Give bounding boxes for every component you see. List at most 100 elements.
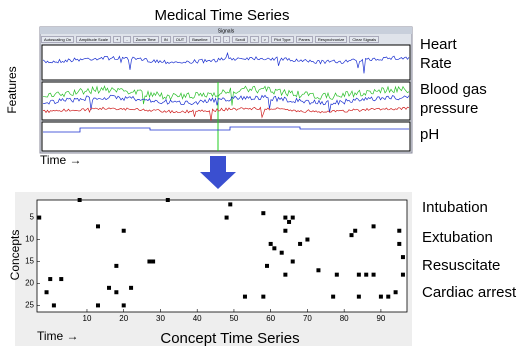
concept-marker — [386, 295, 390, 299]
toolbar-button[interactable]: - — [223, 36, 230, 43]
toolbar-button[interactable]: Scroll — [232, 36, 248, 43]
concept-marker — [265, 264, 269, 268]
toolbar-button[interactable]: > — [261, 36, 269, 43]
down-arrow — [200, 156, 236, 189]
toolbar-button[interactable]: Plot Type — [271, 36, 294, 43]
concept-marker — [364, 273, 368, 277]
concept-marker — [283, 273, 287, 277]
signal-label: Blood gas pressure — [420, 80, 515, 118]
toolbar-button[interactable]: < — [250, 36, 258, 43]
toolbar-button[interactable]: Amplitude Scale — [76, 36, 111, 43]
y-tick-label: 5 — [30, 213, 35, 222]
concept-marker — [114, 264, 118, 268]
concept-marker — [48, 277, 52, 281]
toolbar-button[interactable]: OUT — [173, 36, 187, 43]
concept-marker — [280, 251, 284, 255]
figure: Medical Time Series Signals Features Tim… — [0, 0, 525, 349]
y-tick-label: 10 — [25, 235, 34, 244]
concept-marker — [283, 229, 287, 233]
toolbar-button[interactable]: Panes — [296, 36, 313, 43]
x-tick-label: 10 — [83, 314, 92, 323]
panel-heart-rate — [42, 45, 410, 80]
concept-marker — [261, 211, 265, 215]
x-tick-label: 60 — [266, 314, 275, 323]
concept-marker — [353, 229, 357, 233]
concept-marker — [37, 216, 41, 220]
concept-marker — [269, 242, 273, 246]
concept-marker — [114, 290, 118, 294]
toolbar-button[interactable]: - — [123, 36, 130, 43]
concept-marker — [335, 273, 339, 277]
toolbar-button[interactable]: Zoom Time — [133, 36, 159, 43]
toolbar-button[interactable]: Resynchronize — [315, 36, 347, 43]
concept-marker — [129, 286, 133, 290]
concept-marker — [272, 246, 276, 250]
concept-marker — [401, 255, 405, 259]
concept-marker — [357, 295, 361, 299]
x-tick-label: 70 — [303, 314, 312, 323]
concept-marker — [397, 229, 401, 233]
concept-marker — [401, 273, 405, 277]
concept-marker — [316, 268, 320, 272]
concept-marker — [291, 216, 295, 220]
concept-marker — [166, 198, 170, 202]
features-label: Features — [5, 66, 19, 113]
concept-marker — [372, 273, 376, 277]
concept-marker — [96, 224, 100, 228]
concept-label: Intubation — [422, 198, 488, 217]
concept-marker — [305, 238, 309, 242]
plot-area — [37, 200, 407, 312]
y-axis-label: Concepts — [8, 230, 22, 281]
x-tick-label: 20 — [119, 314, 128, 323]
panel-ph — [42, 122, 410, 151]
concept-marker — [151, 259, 155, 263]
window-title: Signals — [218, 28, 235, 34]
x-tick-label: 30 — [156, 314, 165, 323]
concept-marker — [122, 303, 126, 307]
concept-label: Cardiac arrest — [422, 283, 516, 302]
concept-marker — [261, 295, 265, 299]
concept-marker — [372, 224, 376, 228]
concept-marker — [350, 233, 354, 237]
concept-marker — [243, 295, 247, 299]
chart-title: Concept Time Series — [160, 330, 299, 347]
top-title: Medical Time Series — [154, 7, 289, 24]
concept-marker — [147, 259, 151, 263]
concept-marker — [291, 259, 295, 263]
concept-marker — [379, 295, 383, 299]
concept-marker — [96, 303, 100, 307]
y-tick-label: 25 — [25, 301, 34, 310]
y-tick-label: 15 — [25, 257, 34, 266]
concept-marker — [298, 242, 302, 246]
concept-marker — [394, 290, 398, 294]
toolbar-button[interactable]: Autoscaling On — [41, 36, 74, 43]
concept-label: Resuscitate — [422, 256, 500, 275]
concept-marker — [122, 229, 126, 233]
toolbar-button[interactable]: Baseline — [189, 36, 210, 43]
toolbar-button[interactable]: IN — [161, 36, 171, 43]
toolbar-button[interactable]: Clear Signals — [349, 36, 379, 43]
concept-marker — [357, 273, 361, 277]
concept-label: Extubation — [422, 228, 493, 247]
x-tick-label: 80 — [340, 314, 349, 323]
concept-marker — [283, 216, 287, 220]
concept-marker — [228, 202, 232, 206]
toolbar-button[interactable]: + — [213, 36, 221, 43]
signal-label: pH — [420, 125, 480, 144]
top-time-label: Time → — [40, 153, 82, 167]
concept-marker — [59, 277, 63, 281]
concept-marker — [287, 220, 291, 224]
concept-marker — [78, 198, 82, 202]
concept-marker — [397, 242, 401, 246]
concept-marker — [331, 295, 335, 299]
x-tick-label: 50 — [229, 314, 238, 323]
concept-marker — [225, 216, 229, 220]
toolbar-button[interactable]: + — [113, 36, 121, 43]
y-tick-label: 20 — [25, 279, 34, 288]
concept-marker — [45, 290, 49, 294]
concept-marker — [52, 303, 56, 307]
concept-marker — [107, 286, 111, 290]
x-tick-label: 90 — [376, 314, 385, 323]
x-tick-label: 40 — [193, 314, 202, 323]
